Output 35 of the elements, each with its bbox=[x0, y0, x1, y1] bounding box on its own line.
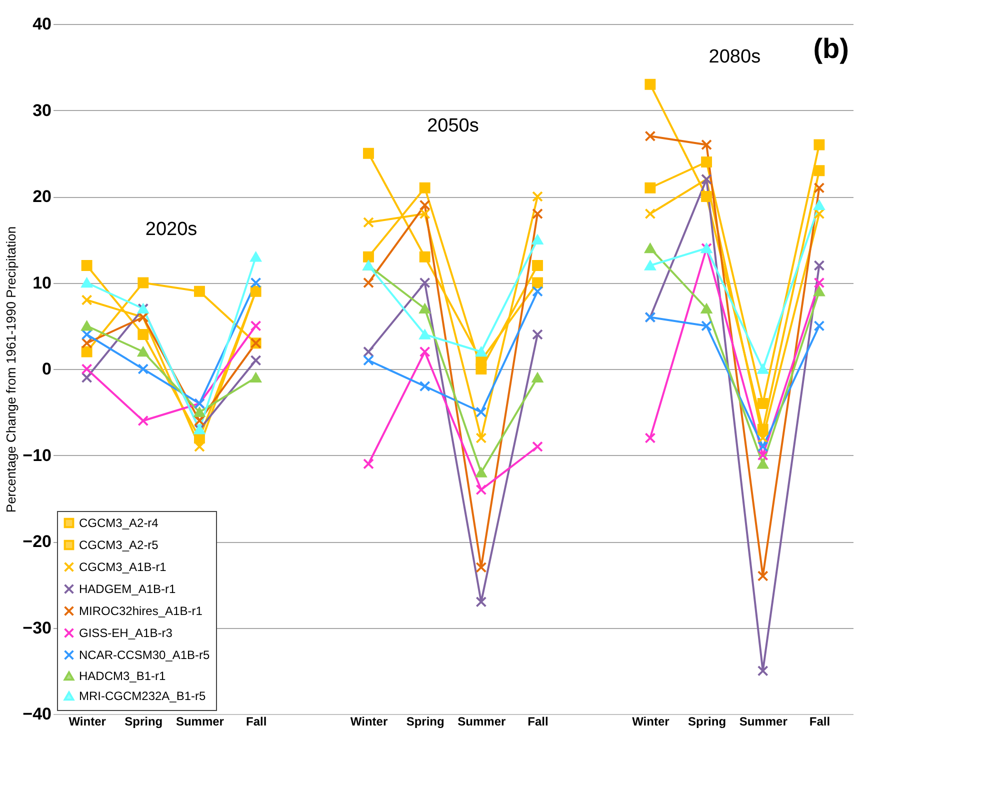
legend-label: CGCM3_A2-r5 bbox=[79, 538, 159, 552]
y-tick-label: 0 bbox=[42, 360, 52, 378]
y-axis-title: Percentage Change from 1961-1990 Precipitation bbox=[4, 226, 19, 513]
annotation: 2020s bbox=[145, 218, 198, 240]
y-tick-label: −10 bbox=[22, 446, 52, 465]
x-tick-label: Fall bbox=[528, 714, 548, 728]
y-tick-label: −40 bbox=[22, 704, 52, 724]
x-tick-label: Winter bbox=[68, 714, 106, 728]
legend-label: CGCM3_A1B-r1 bbox=[79, 560, 167, 574]
annotation: (b) bbox=[813, 33, 849, 64]
legend-label: NCAR-CCSM30_A1B-r5 bbox=[79, 648, 210, 662]
legend-label: HADGEM_A1B-r1 bbox=[79, 582, 176, 596]
annotation: 2080s bbox=[708, 46, 761, 68]
y-tick-label: −30 bbox=[22, 618, 52, 638]
legend-label: HADCM3_B1-r1 bbox=[79, 669, 166, 683]
y-tick-label: −20 bbox=[22, 532, 52, 551]
annotation: 2050s bbox=[427, 115, 479, 136]
x-tick-label: Spring bbox=[124, 714, 163, 728]
x-tick-label: Summer bbox=[176, 714, 224, 728]
x-tick-label: Fall bbox=[246, 714, 267, 728]
x-tick-label: Winter bbox=[632, 714, 670, 728]
y-tick-label: 10 bbox=[32, 273, 52, 292]
x-tick-label: Spring bbox=[406, 714, 444, 728]
x-tick-label: Summer bbox=[458, 714, 506, 728]
legend-label: CGCM3_A2-r4 bbox=[79, 516, 159, 530]
legend-label: GISS-EH_A1B-r3 bbox=[79, 626, 173, 640]
x-tick-label: Spring bbox=[688, 714, 726, 728]
legend-label: MIROC32hires_A1B-r1 bbox=[79, 604, 203, 618]
y-tick-label: 20 bbox=[32, 187, 52, 206]
x-tick-label: Winter bbox=[350, 714, 388, 728]
x-tick-label: Summer bbox=[739, 714, 788, 728]
x-tick-label: Fall bbox=[809, 714, 830, 728]
y-tick-label: 40 bbox=[32, 14, 52, 34]
y-tick-label: 30 bbox=[32, 100, 52, 120]
legend-label: MRI-CGCM232A_B1-r5 bbox=[79, 689, 206, 703]
